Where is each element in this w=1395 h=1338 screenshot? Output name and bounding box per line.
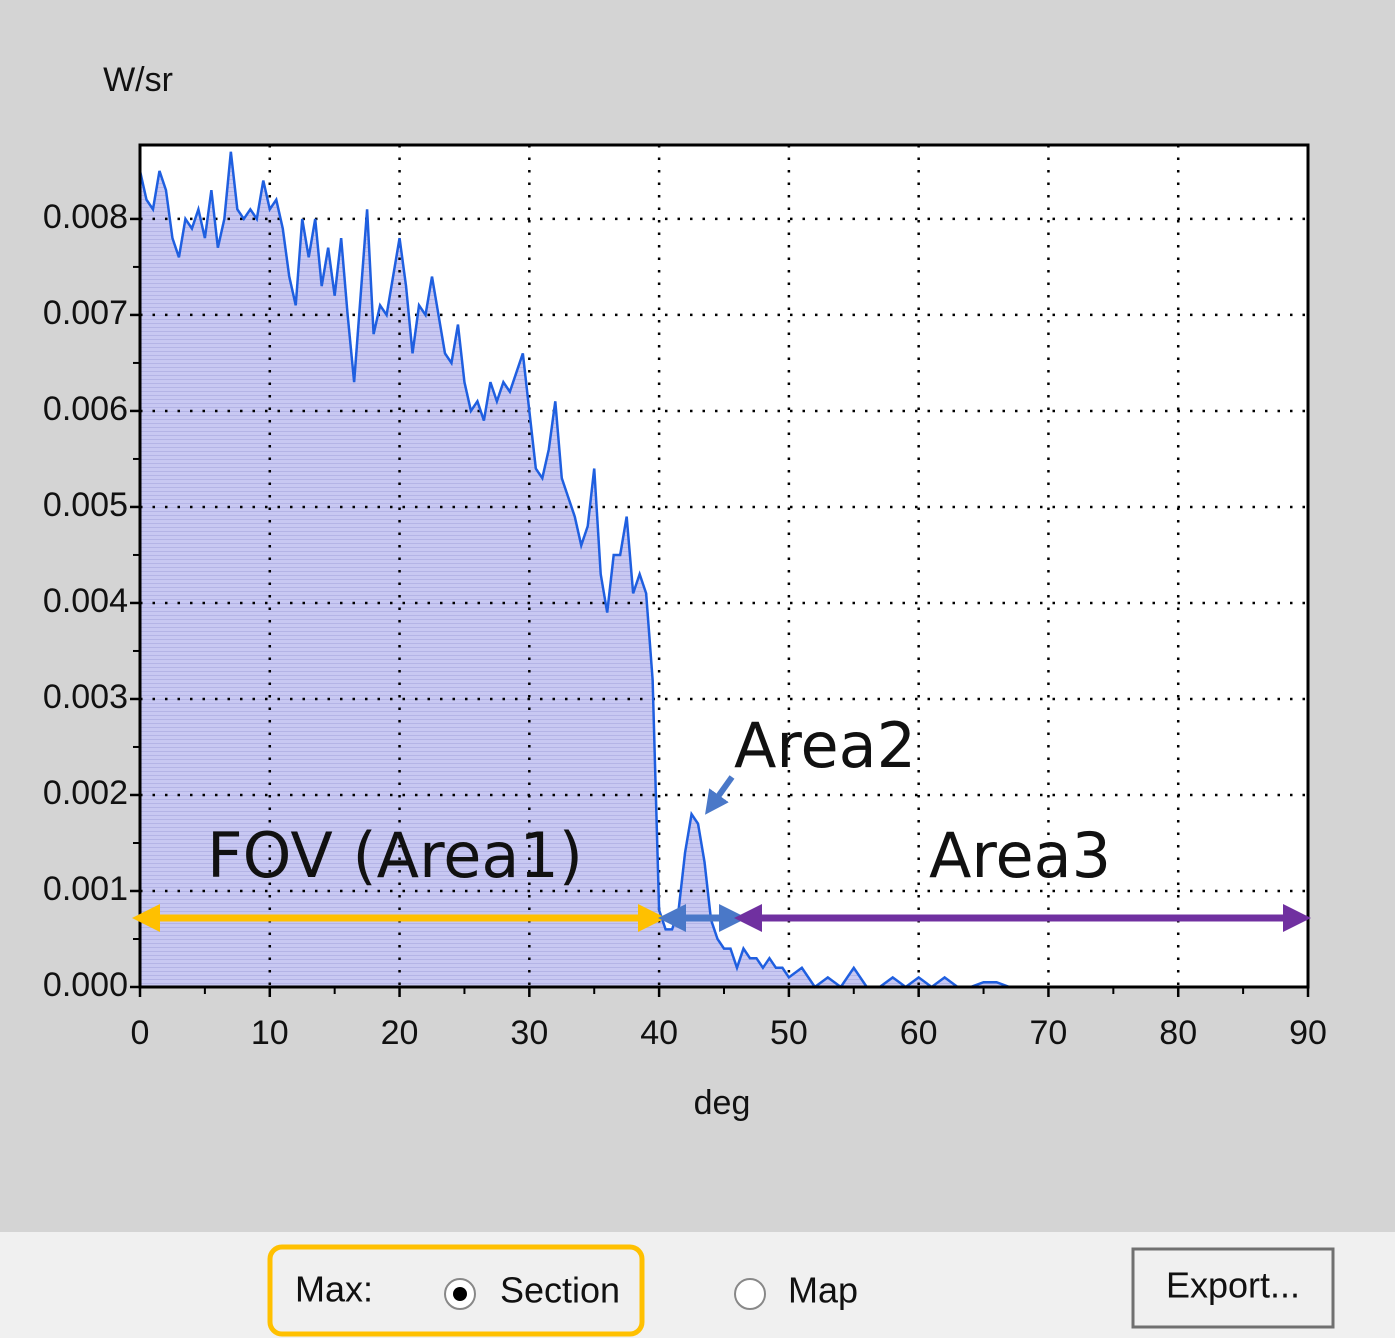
area2-pointer (705, 775, 735, 815)
x-tick-label: 80 (1159, 1014, 1197, 1052)
export-button[interactable]: Export... (1131, 1247, 1335, 1329)
y-tick-label: 0.002 (43, 774, 128, 812)
y-tick-label: 0.005 (43, 486, 128, 524)
x-tick-label: 50 (770, 1014, 808, 1052)
annotation: FOV (Area1) (207, 819, 583, 892)
y-tick-label: 0.004 (43, 582, 128, 620)
x-tick-label: 70 (1030, 1014, 1068, 1052)
plot-frame (138, 143, 1310, 989)
button-label[interactable]: Export... (1166, 1265, 1300, 1306)
y-tick-label: 0.001 (43, 870, 128, 908)
radio-option[interactable]: Section (444, 1270, 620, 1311)
x-axis-label: deg (694, 1084, 751, 1122)
annotation: Area3 (929, 819, 1111, 892)
button-frame[interactable] (1131, 1247, 1335, 1329)
y-axis-label: W/sr (103, 61, 173, 99)
y-tick-label: 0.008 (43, 198, 128, 236)
x-tick-label: 60 (900, 1014, 938, 1052)
radio-label[interactable]: Section (500, 1270, 620, 1311)
y-tick-label: 0.003 (43, 678, 128, 716)
x-tick-label: 10 (251, 1014, 289, 1052)
radio-option[interactable]: Map (734, 1270, 858, 1311)
annotation: Area2 (734, 709, 916, 782)
y-tick-label: 0.007 (43, 294, 128, 332)
highlight-box (267, 1244, 645, 1337)
y-tick-label: 0.000 (43, 966, 128, 1004)
group-label: Max: (295, 1269, 373, 1310)
x-tick-label: 20 (381, 1014, 419, 1052)
area-fill (140, 151, 1010, 987)
x-tick-label: 30 (510, 1014, 548, 1052)
x-tick-label: 40 (640, 1014, 678, 1052)
plot: 0 10 20 30 40 50 60 70 80 90 0.000 0.001 0.002 0.003 0… (43, 143, 1327, 1052)
radio-label[interactable]: Map (788, 1270, 858, 1311)
data-line (138, 151, 1010, 989)
radio-button[interactable] (734, 1278, 766, 1310)
y-tick-label: 0.006 (43, 390, 128, 428)
x-tick-label: 0 (131, 1014, 150, 1052)
radio-dot (453, 1287, 467, 1301)
x-tick-label: 90 (1289, 1014, 1327, 1052)
